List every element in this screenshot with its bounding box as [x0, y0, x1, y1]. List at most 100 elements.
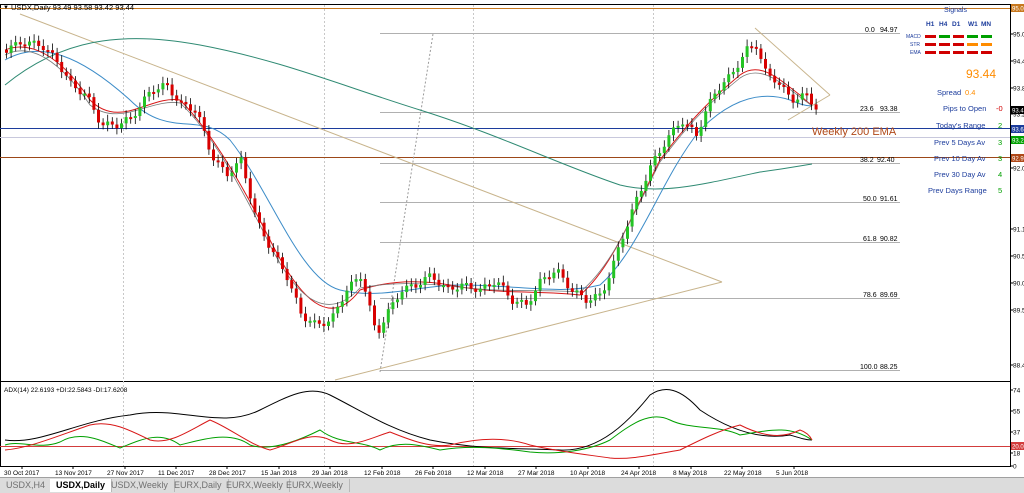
candle-body — [630, 209, 634, 227]
candle-body — [667, 135, 671, 147]
price-tick-label: 93.2 — [1013, 112, 1024, 119]
price-tag-label: 95.0 — [1012, 7, 1024, 13]
tab-usdx-h4[interactable]: USDX,H4 — [0, 479, 53, 492]
candle-body — [46, 50, 50, 53]
fib-label-5: 78.6 — [863, 292, 877, 299]
tf-h1: H1 — [926, 21, 935, 28]
time-label: 28 Dec 2017 — [209, 470, 246, 477]
signal-cell-2-2 — [953, 51, 964, 54]
candle-body — [184, 101, 188, 105]
fib-label-2: 38.2 — [860, 157, 874, 164]
candle-body — [248, 178, 252, 199]
candle-body — [685, 124, 689, 127]
tab-usdx-daily[interactable]: USDX,Daily — [50, 479, 113, 492]
price-tag — [1011, 136, 1024, 144]
signal-cell-2-1 — [939, 51, 950, 54]
signal-cell-0-1 — [939, 35, 950, 38]
tf-h4: H4 — [939, 21, 948, 28]
candle-body — [446, 285, 450, 288]
price-axis[interactable]: 95.094.493.893.292.692.091.190.590.089.5… — [1010, 4, 1024, 370]
candle-body — [55, 52, 59, 62]
candle-body — [483, 284, 487, 289]
menu-arrow-icon[interactable]: ▼ — [3, 5, 9, 11]
pips-value: -0 — [996, 104, 1003, 113]
signal-cell-2-4 — [981, 51, 992, 54]
candle-body — [635, 196, 639, 210]
tab-eurx-weekly-2[interactable]: EURX,Weekly — [280, 479, 350, 492]
signal-cell-0-0 — [925, 35, 936, 38]
candle-body — [658, 153, 662, 157]
candle-body — [14, 42, 18, 46]
tf-w1: W1 — [968, 21, 978, 28]
candle-body — [400, 292, 404, 300]
candle-body — [653, 156, 657, 166]
stat-label-1: Prev 5 Days Av — [934, 138, 985, 147]
candle-body — [92, 97, 96, 110]
candle-body — [672, 127, 675, 136]
candle-body — [350, 281, 353, 291]
time-label: 26 Feb 2018 — [415, 470, 452, 477]
candle-body — [805, 93, 809, 96]
candle-body — [593, 294, 597, 301]
candle-body — [363, 279, 367, 292]
candle-body — [754, 46, 758, 49]
candle-body — [810, 93, 813, 105]
candle-body — [382, 322, 386, 333]
candle-body — [676, 125, 680, 128]
tab-eurx-weekly[interactable]: EURX,Weekly — [220, 479, 290, 492]
candle-body — [308, 320, 312, 323]
tab-usdx-weekly[interactable]: USDX,Weekly — [105, 479, 175, 492]
candle-body — [405, 285, 409, 293]
candle-body — [41, 45, 45, 51]
signal-label-ema: EMA — [910, 50, 922, 56]
candle-body — [23, 44, 27, 47]
signal-cell-2-0 — [925, 51, 936, 54]
price-tag — [1011, 4, 1024, 12]
candle-body — [662, 146, 666, 154]
candle-body — [690, 124, 694, 128]
signal-cell-2-3 — [967, 51, 978, 54]
signal-cell-0-4 — [981, 35, 992, 38]
candle-body — [699, 126, 703, 136]
candle-body — [432, 273, 436, 280]
candle-body — [469, 283, 473, 289]
candle-body — [704, 111, 708, 127]
candle-body — [814, 104, 818, 110]
candle-body — [359, 279, 363, 282]
candle-body — [451, 286, 455, 290]
time-axis[interactable]: 30 Oct 2017 13 Nov 2017 27 Nov 2017 11 Dec … — [4, 466, 809, 477]
candle-body — [322, 323, 326, 327]
candle-body — [74, 80, 77, 89]
signal-cell-0-3 — [967, 35, 978, 38]
candle-body — [603, 290, 606, 294]
candle-body — [465, 283, 468, 286]
candle-body — [262, 222, 266, 237]
candle-body — [373, 305, 376, 326]
candle-body — [327, 321, 330, 327]
candle-body — [745, 46, 749, 57]
stat-label-0: Today's Range — [936, 121, 985, 130]
candle-body — [773, 75, 777, 83]
price-tag — [1011, 106, 1024, 114]
tab-eurx-daily[interactable]: EURX,Daily — [168, 479, 229, 492]
adx-tick-label: 55 — [1013, 409, 1021, 416]
time-label: 29 Jan 2018 — [312, 470, 348, 477]
candle-body — [497, 282, 501, 286]
time-label: 11 Dec 2017 — [158, 470, 195, 477]
candle-body — [87, 93, 91, 98]
stat-label-4: Prev Days Range — [928, 186, 987, 195]
candle-body — [423, 277, 427, 285]
fib-value-1: 93.38 — [880, 106, 898, 113]
candle-body — [428, 273, 432, 278]
current-price: 93.44 — [966, 67, 996, 81]
fib-lines — [380, 33, 900, 371]
price-tick-label: 91.1 — [1013, 227, 1024, 234]
pips-label: Pips to Open — [943, 104, 986, 113]
candle-body — [607, 278, 611, 291]
candle-body — [736, 67, 740, 72]
adx-tick-label: 0 — [1013, 464, 1017, 471]
candle-body — [179, 100, 183, 103]
candle-body — [750, 46, 754, 49]
candle-body — [524, 299, 528, 305]
